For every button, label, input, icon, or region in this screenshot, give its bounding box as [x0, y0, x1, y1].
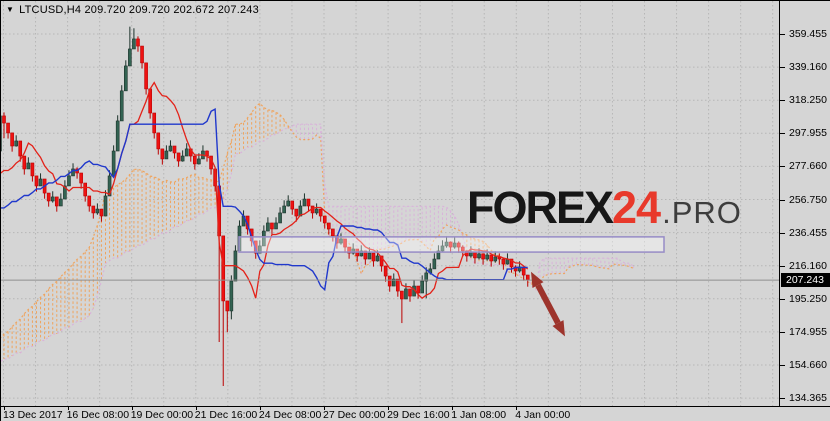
candles [1, 26, 530, 386]
ichimoku-cloud [3, 103, 634, 359]
ohlc-header-text: LTCUSD,H4 209.720 209.720 202.672 207.24… [19, 4, 259, 16]
price-axis-label: 236.455 [789, 226, 827, 239]
price-axis-tick [780, 166, 785, 168]
tenkan-sen-line [1, 81, 529, 300]
price-axis-label: 277.660 [789, 160, 827, 173]
price-axis-label: 318.250 [789, 94, 827, 107]
time-axis-tick [195, 407, 197, 410]
price-axis-label: 339.160 [789, 61, 827, 74]
price-axis-label: 256.750 [789, 193, 827, 206]
time-axis-tick [259, 407, 261, 410]
forecast-arrow [531, 271, 565, 337]
logo-part-pro: .PRO [662, 195, 742, 230]
time-axis-label: 1 Jan 08:00 [451, 409, 507, 421]
time-axis-label: 29 Dec 16:00 [387, 409, 450, 421]
price-axis-tick [780, 199, 785, 201]
price-axis-tick [780, 232, 785, 234]
price-axis-label: 195.250 [789, 292, 827, 305]
price-axis-label: 154.660 [789, 359, 827, 371]
current-price-tag: 207.243 [781, 273, 830, 288]
price-axis-tick [780, 398, 785, 400]
price-axis-tick [780, 67, 785, 69]
time-axis-tick [67, 407, 69, 410]
price-axis-label: 174.955 [789, 325, 827, 338]
senkou-span-b-line [1, 123, 634, 362]
price-axis[interactable]: 207.243 359.455 339.160 318.250 297.955 277.… [779, 1, 830, 406]
time-axis-tick [452, 407, 454, 410]
ohlc-header: ▼ LTCUSD,H4 209.720 209.720 202.672 207.2… [6, 4, 259, 16]
price-axis-tick [780, 331, 785, 333]
time-axis-label: 16 Dec 08:00 [66, 409, 130, 421]
price-axis-label: 359.455 [789, 28, 827, 40]
time-axis-tick [516, 407, 518, 410]
price-axis-tick [780, 298, 785, 300]
logo-part-forex: FOREX [467, 182, 614, 233]
price-axis-tick [780, 365, 785, 366]
candlestick-chart[interactable] [1, 1, 779, 406]
time-axis-label: 4 Jan 00:00 [515, 409, 571, 421]
price-axis-tick [780, 100, 785, 102]
time-axis[interactable]: 13 Dec 2017 16 Dec 08:00 19 Dec 00:00 21 De… [1, 406, 830, 421]
dropdown-triangle-icon[interactable]: ▼ [6, 5, 15, 14]
logo-part-24: 24 [612, 182, 661, 233]
forex24pro-watermark: FOREX 24 .PRO [467, 185, 742, 230]
price-axis-label: 216.160 [789, 259, 827, 272]
kijun-sen-line [1, 107, 528, 292]
time-axis-label: 27 Dec 00:00 [323, 409, 386, 421]
time-axis-tick [324, 407, 325, 410]
price-axis-tick [780, 34, 785, 35]
price-axis-label: 134.365 [789, 392, 827, 405]
time-axis-tick [3, 407, 5, 410]
senkou-span-a-line [1, 102, 634, 339]
time-axis-label: 13 Dec 2017 [3, 409, 63, 421]
time-axis-label: 19 Dec 00:00 [130, 409, 194, 421]
time-axis-tick [388, 407, 390, 410]
chart-plot-area[interactable]: ▼ LTCUSD,H4 209.720 209.720 202.672 207.2… [1, 1, 779, 406]
time-axis-label: 24 Dec 08:00 [258, 409, 322, 421]
resistance-zone-band [238, 236, 665, 253]
price-axis-tick [780, 133, 785, 135]
price-axis-tick [780, 265, 785, 267]
price-axis-label: 297.955 [789, 127, 827, 140]
time-axis-tick [131, 407, 133, 410]
time-axis-label: 21 Dec 16:00 [194, 409, 258, 421]
